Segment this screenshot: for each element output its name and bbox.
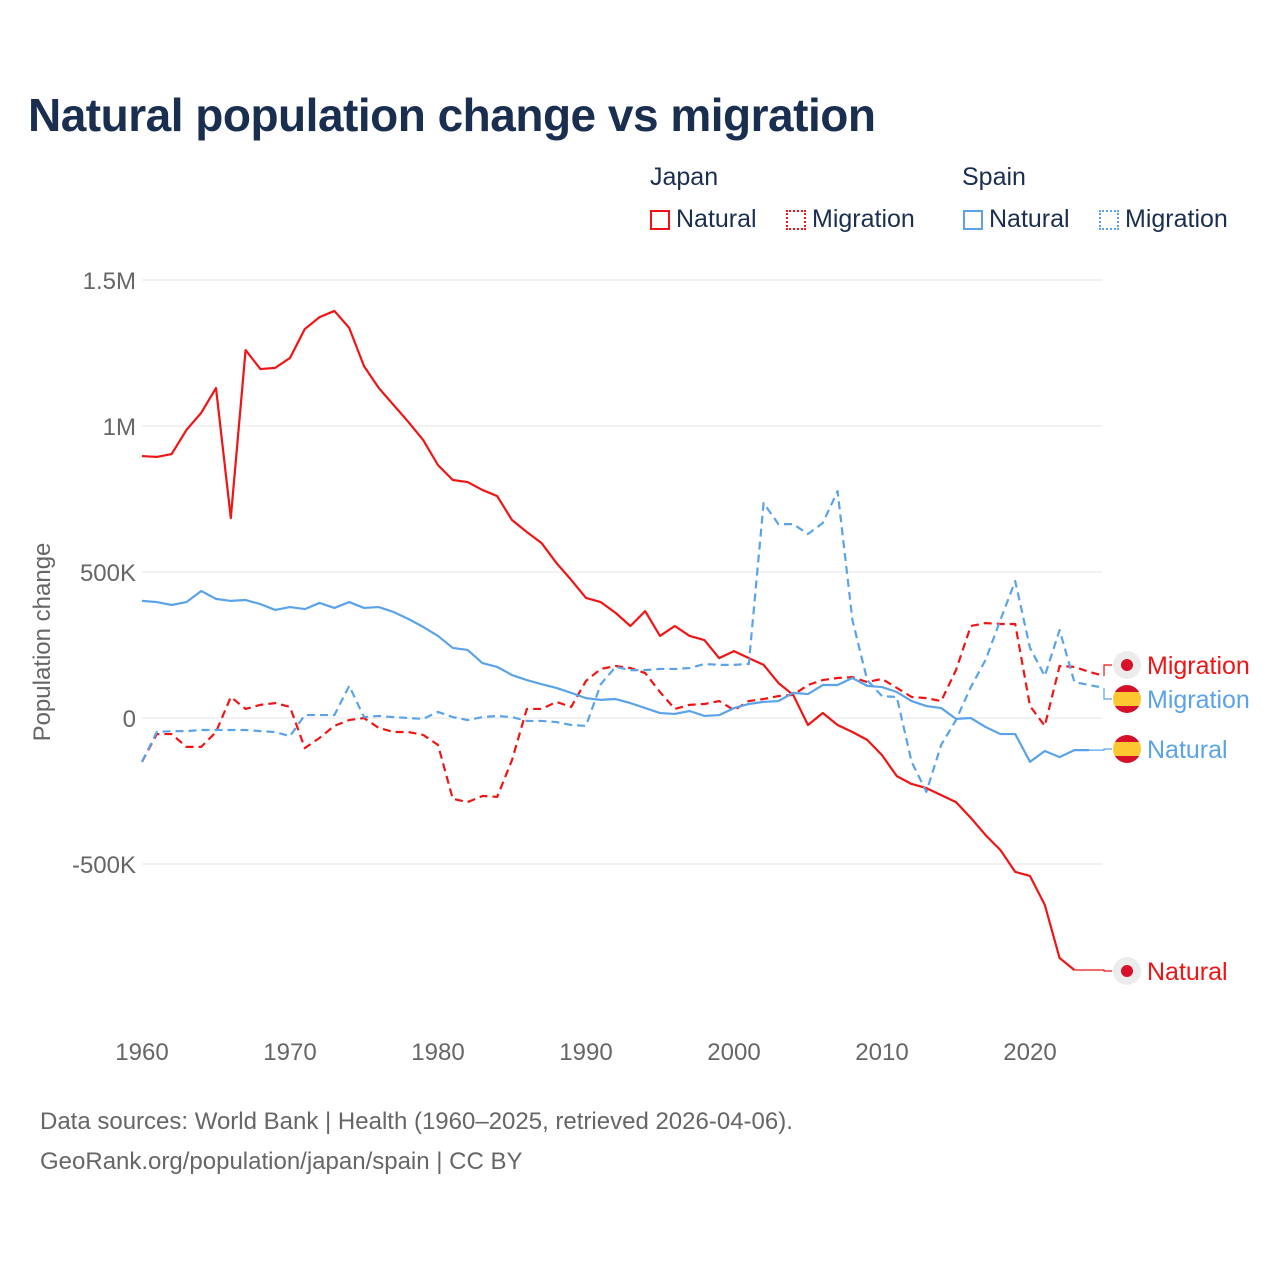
legend-swatch-solid xyxy=(650,209,670,230)
leader-line xyxy=(1103,687,1112,700)
legend-swatch-dotted xyxy=(1099,209,1119,230)
legend-label: Natural xyxy=(989,205,1070,233)
legend-japan-natural[interactable]: Natural xyxy=(650,205,757,234)
legend-swatch-dotted xyxy=(786,209,806,230)
x-tick-label: 2020 xyxy=(1003,1039,1056,1066)
y-tick-label: -500K xyxy=(72,852,136,879)
x-tick-label: 2010 xyxy=(855,1039,908,1066)
y-tick-label: 1M xyxy=(103,414,136,441)
legend-spain-migration[interactable]: Migration xyxy=(1099,205,1228,234)
series-line-japan-migration xyxy=(141,621,1105,804)
end-label: Migration xyxy=(1147,652,1250,680)
x-tick-label: 1990 xyxy=(559,1039,612,1066)
legend-swatch-solid xyxy=(963,209,983,230)
end-label: Natural xyxy=(1147,736,1228,764)
legend-spain-natural[interactable]: Natural xyxy=(963,205,1070,234)
leader-line xyxy=(1089,748,1112,751)
end-label: Natural xyxy=(1147,958,1228,986)
spain-flag-icon xyxy=(1113,735,1141,763)
x-tick-label: 1960 xyxy=(115,1039,168,1066)
legend-japan-migration[interactable]: Migration xyxy=(786,205,915,234)
legend-label: Natural xyxy=(676,205,757,233)
y-tick-label: 500K xyxy=(80,560,136,587)
x-tick-label: 1980 xyxy=(411,1039,464,1066)
end-label: Migration xyxy=(1147,686,1250,714)
spain-flag-icon xyxy=(1113,685,1141,713)
y-axis-label: Population change xyxy=(29,543,56,742)
y-tick-label: 1.5M xyxy=(83,268,136,295)
legend-label: Migration xyxy=(1125,205,1228,233)
legend-group-japan: Japan xyxy=(650,163,719,191)
footer-attribution[interactable]: GeoRank.org/population/japan/spain | CC … xyxy=(40,1148,523,1175)
legend-label: Migration xyxy=(812,205,915,233)
leader-line xyxy=(1074,969,1112,972)
leader-line xyxy=(1103,664,1112,676)
y-tick-label: 0 xyxy=(123,706,136,733)
japan-flag-dot xyxy=(1121,659,1133,671)
series-line-japan-natural xyxy=(141,309,1076,971)
footer-sources: Data sources: World Bank | Health (1960–… xyxy=(40,1108,793,1135)
series-line-spain-natural xyxy=(141,589,1090,763)
x-tick-label: 2000 xyxy=(707,1039,760,1066)
x-tick-label: 1970 xyxy=(263,1039,316,1066)
legend-group-spain: Spain xyxy=(962,163,1026,191)
japan-flag-dot xyxy=(1121,965,1133,977)
series-line-spain-migration xyxy=(141,490,1105,793)
chart-title: Natural population change vs migration xyxy=(28,89,876,141)
